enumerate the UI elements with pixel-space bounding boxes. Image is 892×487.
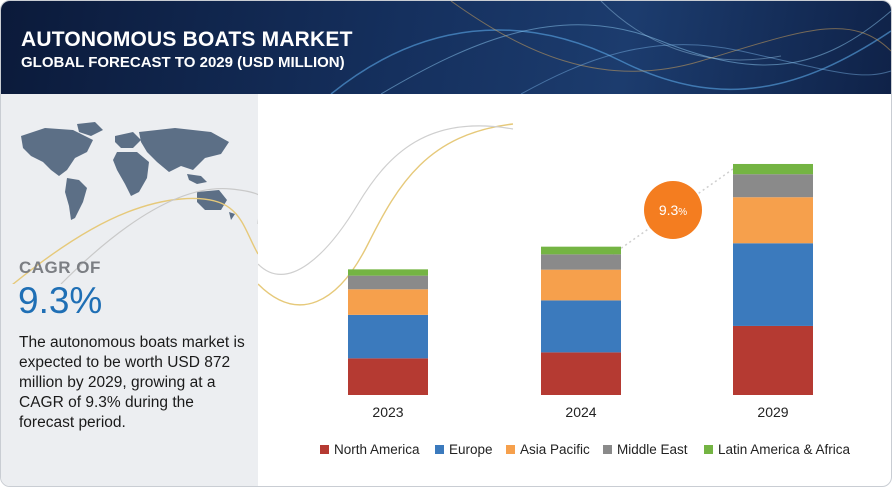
legend-label: North America (334, 442, 420, 457)
bar-2029-north-america (733, 325, 813, 395)
bar-2023-latin-america-africa (348, 269, 428, 276)
stacked-bar-chart: 2023 2024 2029 9.3% North America Europe Asi… (258, 123, 851, 457)
legend-label: Europe (449, 442, 493, 457)
market-description: The autonomous boats market is expected … (19, 334, 245, 431)
decorative-curve-gold (258, 123, 514, 306)
page-title: AUTONOMOUS BOATS MARKET (21, 28, 353, 51)
header-background-waves (330, 1, 891, 94)
bar-2024-europe (541, 300, 621, 353)
legend-label: Middle East (617, 442, 688, 457)
bar-2023-north-america (348, 358, 428, 395)
cagr-value: 9.3% (18, 280, 103, 321)
bar-2029-latin-america-africa (733, 163, 813, 175)
cagr-badge-text: 9.3% (659, 202, 687, 218)
decorative-curve-gray (258, 125, 514, 275)
legend-label: Latin America & Africa (718, 442, 851, 457)
x-axis-ticks: 2023 2024 2029 (372, 404, 788, 420)
bar-2023-middle-east (348, 275, 428, 290)
bars-group (348, 163, 813, 395)
legend-swatch (320, 445, 329, 454)
x-tick-label: 2024 (565, 404, 596, 420)
legend-swatch (704, 445, 713, 454)
chart-legend: North America Europe Asia Pacific Middle Ea… (320, 442, 851, 457)
bar-2029-asia-pacific (733, 197, 813, 244)
cagr-badge: 9.3% (644, 181, 702, 239)
bar-2024-latin-america-africa (541, 246, 621, 255)
cagr-badge-circle (644, 181, 702, 239)
x-tick-label: 2023 (372, 404, 403, 420)
bar-2024-middle-east (541, 254, 621, 270)
world-map-icon (21, 122, 235, 220)
header-banner: AUTONOMOUS BOATS MARKET GLOBAL FORECAST … (1, 1, 891, 94)
legend-label: Asia Pacific (520, 442, 590, 457)
bar-2029-europe (733, 243, 813, 326)
bar-2029-middle-east (733, 174, 813, 198)
sidebar-panel: CAGR OF 9.3% The autonomous boats market… (1, 94, 258, 486)
bar-2023-asia-pacific (348, 289, 428, 315)
decorative-curves (12, 187, 258, 284)
x-tick-label: 2029 (757, 404, 788, 420)
bar-2023-europe (348, 314, 428, 359)
bar-2024-asia-pacific (541, 269, 621, 301)
legend-swatch (603, 445, 612, 454)
legend-swatch (435, 445, 444, 454)
bar-2024-north-america (541, 352, 621, 395)
cagr-label: CAGR OF (19, 258, 101, 277)
legend-swatch (506, 445, 515, 454)
page-subtitle: GLOBAL FORECAST TO 2029 (USD MILLION) (21, 54, 345, 71)
